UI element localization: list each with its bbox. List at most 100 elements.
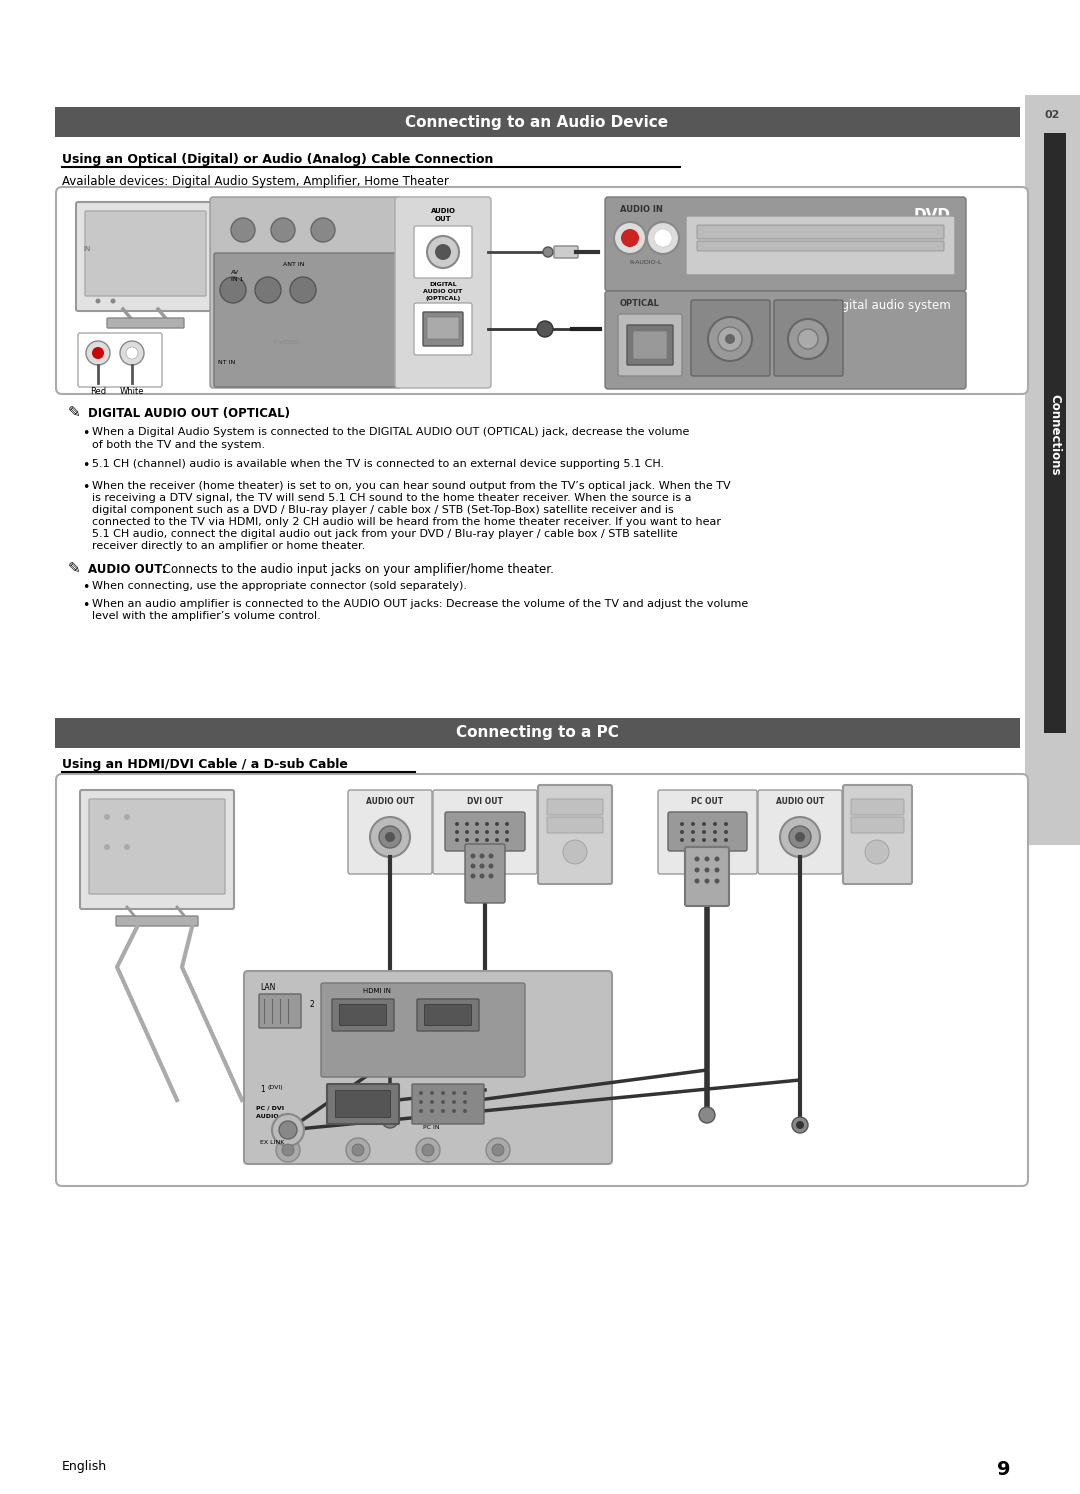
Circle shape — [291, 276, 316, 303]
Circle shape — [647, 223, 679, 254]
Text: Digital audio system: Digital audio system — [829, 299, 951, 312]
Circle shape — [441, 1109, 445, 1113]
FancyBboxPatch shape — [627, 326, 673, 365]
Circle shape — [455, 822, 459, 826]
Circle shape — [704, 856, 710, 862]
Circle shape — [798, 329, 818, 350]
Circle shape — [724, 822, 728, 826]
Text: 1: 1 — [260, 1085, 265, 1094]
Circle shape — [419, 1091, 423, 1095]
Text: AV: AV — [231, 270, 239, 275]
Text: •: • — [82, 581, 90, 595]
Circle shape — [346, 1138, 370, 1162]
Text: (OPTICAL): (OPTICAL) — [426, 296, 461, 300]
Text: AUDIO OUT: AUDIO OUT — [423, 288, 462, 294]
Text: Using an Optical (Digital) or Audio (Analog) Cable Connection: Using an Optical (Digital) or Audio (Ana… — [62, 152, 494, 166]
FancyBboxPatch shape — [89, 799, 225, 893]
Circle shape — [475, 822, 480, 826]
Circle shape — [702, 838, 706, 843]
Circle shape — [382, 1112, 399, 1128]
Circle shape — [865, 840, 889, 864]
Text: DIGITAL: DIGITAL — [429, 282, 457, 287]
Text: Connecting to an Audio Device: Connecting to an Audio Device — [405, 115, 669, 130]
Circle shape — [471, 864, 475, 868]
Circle shape — [713, 831, 717, 834]
Bar — [1025, 96, 1080, 846]
Circle shape — [492, 1144, 504, 1156]
FancyBboxPatch shape — [686, 217, 955, 275]
FancyBboxPatch shape — [424, 1004, 472, 1025]
Circle shape — [282, 1144, 294, 1156]
Text: PC / DVI: PC / DVI — [256, 1106, 284, 1110]
Circle shape — [120, 341, 144, 365]
Circle shape — [384, 832, 395, 843]
Text: Connections: Connections — [1049, 394, 1062, 475]
FancyBboxPatch shape — [327, 1085, 399, 1123]
Text: ANT IN: ANT IN — [283, 261, 305, 267]
Circle shape — [694, 878, 700, 883]
Circle shape — [699, 1107, 715, 1123]
FancyBboxPatch shape — [414, 226, 472, 278]
Text: AUDIO OUT: AUDIO OUT — [366, 796, 415, 805]
Circle shape — [463, 1100, 467, 1104]
FancyBboxPatch shape — [244, 971, 612, 1164]
Text: OUT: OUT — [434, 217, 451, 223]
Text: DVD: DVD — [914, 208, 951, 223]
Text: When connecting, use the appropriate connector (sold separately).: When connecting, use the appropriate con… — [92, 581, 467, 592]
Text: English: English — [62, 1460, 107, 1473]
Circle shape — [430, 1109, 434, 1113]
Circle shape — [104, 814, 110, 820]
Text: Available devices: Digital Audio System, Amplifier, Home Theater: Available devices: Digital Audio System,… — [62, 175, 449, 188]
Circle shape — [715, 868, 719, 872]
Circle shape — [495, 838, 499, 843]
Circle shape — [124, 844, 130, 850]
Text: 2: 2 — [310, 999, 314, 1008]
Text: Home Theater: Home Theater — [861, 224, 951, 238]
FancyBboxPatch shape — [423, 312, 463, 347]
Text: HDMI IN: HDMI IN — [363, 988, 391, 994]
Circle shape — [704, 878, 710, 883]
FancyBboxPatch shape — [395, 197, 491, 388]
Circle shape — [796, 1120, 804, 1129]
Text: Y VIDEO: Y VIDEO — [273, 341, 299, 345]
Circle shape — [789, 826, 811, 849]
Circle shape — [471, 874, 475, 878]
FancyBboxPatch shape — [851, 817, 904, 834]
Text: OPTICAL: OPTICAL — [620, 299, 660, 308]
Text: is receiving a DTV signal, the TV will send 5.1 CH sound to the home theater rec: is receiving a DTV signal, the TV will s… — [92, 493, 691, 503]
Circle shape — [86, 341, 110, 365]
Circle shape — [708, 317, 752, 362]
Circle shape — [220, 276, 246, 303]
Bar — [55, 719, 1020, 748]
Circle shape — [430, 1100, 434, 1104]
Circle shape — [724, 831, 728, 834]
FancyBboxPatch shape — [691, 300, 770, 376]
FancyBboxPatch shape — [78, 333, 162, 387]
Circle shape — [505, 831, 509, 834]
Circle shape — [463, 1091, 467, 1095]
Text: digital component such as a DVD / Blu-ray player / cable box / STB (Set-Top-Box): digital component such as a DVD / Blu-ra… — [92, 505, 674, 515]
Text: DIGITAL AUDIO OUT (OPTICAL): DIGITAL AUDIO OUT (OPTICAL) — [87, 406, 291, 420]
Text: (DVI): (DVI) — [268, 1085, 284, 1091]
Circle shape — [543, 247, 553, 257]
Circle shape — [495, 822, 499, 826]
Text: AUDIO OUT: AUDIO OUT — [775, 796, 824, 805]
Circle shape — [680, 822, 684, 826]
Text: When a Digital Audio System is connected to the DIGITAL AUDIO OUT (OPTICAL) jack: When a Digital Audio System is connected… — [92, 427, 689, 438]
Text: AUDIO: AUDIO — [431, 208, 456, 214]
Text: of both the TV and the system.: of both the TV and the system. — [92, 441, 265, 450]
Circle shape — [126, 347, 138, 359]
Text: •: • — [82, 481, 90, 495]
Circle shape — [422, 1144, 434, 1156]
Circle shape — [485, 822, 489, 826]
Circle shape — [95, 299, 100, 303]
Text: 9: 9 — [997, 1460, 1010, 1479]
FancyBboxPatch shape — [411, 1085, 484, 1123]
FancyBboxPatch shape — [348, 790, 432, 874]
Circle shape — [488, 874, 494, 878]
Text: AUDIO IN: AUDIO IN — [620, 205, 663, 214]
Circle shape — [694, 856, 700, 862]
Text: IN 1: IN 1 — [231, 276, 243, 282]
FancyBboxPatch shape — [80, 790, 234, 908]
FancyBboxPatch shape — [546, 799, 603, 816]
